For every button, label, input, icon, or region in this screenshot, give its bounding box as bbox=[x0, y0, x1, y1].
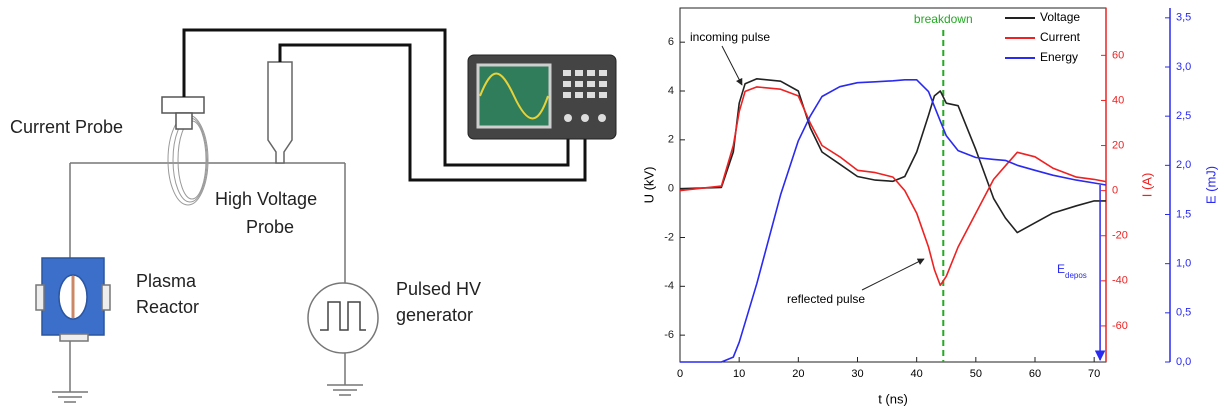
annotation-arrow bbox=[861, 258, 925, 291]
label: generator bbox=[396, 305, 473, 325]
x-tick-label: 0 bbox=[677, 368, 683, 380]
x-tick-label: 60 bbox=[1029, 368, 1041, 380]
y-tick-label: 2,0 bbox=[1176, 159, 1191, 171]
pulse-symbol bbox=[320, 301, 366, 331]
generator bbox=[307, 282, 379, 354]
y-tick-label: 6 bbox=[668, 36, 674, 48]
series-line bbox=[679, 78, 1106, 234]
reactor-side bbox=[35, 284, 45, 311]
series-line bbox=[679, 86, 1107, 287]
annotation-arrow bbox=[721, 45, 743, 86]
x-tick-label: 50 bbox=[970, 368, 982, 380]
y-tick-label: 20 bbox=[1112, 139, 1124, 151]
circuit bbox=[35, 61, 379, 403]
y2-axis-label: I (A) bbox=[1139, 173, 1154, 198]
y-tick-label: 4 bbox=[668, 85, 674, 97]
y-tick-label: -2 bbox=[664, 231, 674, 243]
y-tick-label: -6 bbox=[664, 329, 674, 341]
y-tick-label: -40 bbox=[1112, 275, 1128, 287]
label: High Voltage bbox=[215, 189, 317, 209]
reactor-side bbox=[101, 284, 111, 311]
grounds bbox=[52, 384, 363, 403]
y-tick-label: 0,0 bbox=[1176, 356, 1191, 368]
legend-label: Voltage bbox=[1040, 10, 1080, 24]
oscilloscope bbox=[467, 54, 617, 140]
annotation: incoming pulse bbox=[690, 30, 770, 44]
y-tick-label: 0 bbox=[1112, 185, 1118, 197]
y-tick-label: 60 bbox=[1112, 49, 1124, 61]
label: Reactor bbox=[136, 297, 199, 317]
y-tick-label: 1,0 bbox=[1176, 258, 1191, 270]
y-tick-label: 3,5 bbox=[1176, 12, 1191, 24]
hv-probe bbox=[267, 61, 293, 164]
legend-label: Energy bbox=[1040, 50, 1078, 64]
y-tick-label: 1,5 bbox=[1176, 208, 1191, 220]
label: Current Probe bbox=[10, 117, 123, 137]
x-tick-label: 30 bbox=[851, 368, 863, 380]
y-tick-label: 3,0 bbox=[1176, 61, 1191, 73]
y-tick-label: -60 bbox=[1112, 320, 1128, 332]
y-tick-label: 0 bbox=[668, 183, 674, 195]
x-tick-label: 70 bbox=[1088, 368, 1100, 380]
cables bbox=[182, 28, 587, 182]
y-tick-label: 0,5 bbox=[1176, 307, 1191, 319]
breakdown-label: breakdown bbox=[914, 12, 973, 26]
annotation: reflected pulse bbox=[787, 292, 865, 306]
x-tick-label: 20 bbox=[792, 368, 804, 380]
x-axis-label: t (ns) bbox=[878, 391, 908, 406]
reactor-base bbox=[59, 333, 89, 342]
label: Probe bbox=[246, 217, 294, 237]
y-axis-label: U (kV) bbox=[641, 167, 656, 204]
y3-axis-label: E (mJ) bbox=[1203, 166, 1218, 204]
label: Plasma bbox=[136, 271, 197, 291]
x-tick-label: 40 bbox=[911, 368, 923, 380]
edepos-label: E bbox=[1057, 262, 1065, 276]
y-tick-label: -4 bbox=[664, 280, 674, 292]
edepos-sub: depos bbox=[1065, 271, 1087, 280]
current-probe-head bbox=[161, 96, 205, 114]
y-tick-label: 2,5 bbox=[1176, 110, 1191, 122]
y-tick-label: -20 bbox=[1112, 230, 1128, 242]
legend-label: Current bbox=[1040, 30, 1081, 44]
chart: 0 10 20 30 40 50 60 70-6-4-20246-60-40-20020406… bbox=[641, 7, 1218, 406]
y-tick-label: 2 bbox=[668, 134, 674, 146]
current-probe-neck bbox=[175, 112, 193, 130]
series-line bbox=[680, 79, 1107, 363]
label: Pulsed HV bbox=[396, 279, 481, 299]
y-tick-label: 40 bbox=[1112, 94, 1124, 106]
x-tick-label: 10 bbox=[733, 368, 745, 380]
